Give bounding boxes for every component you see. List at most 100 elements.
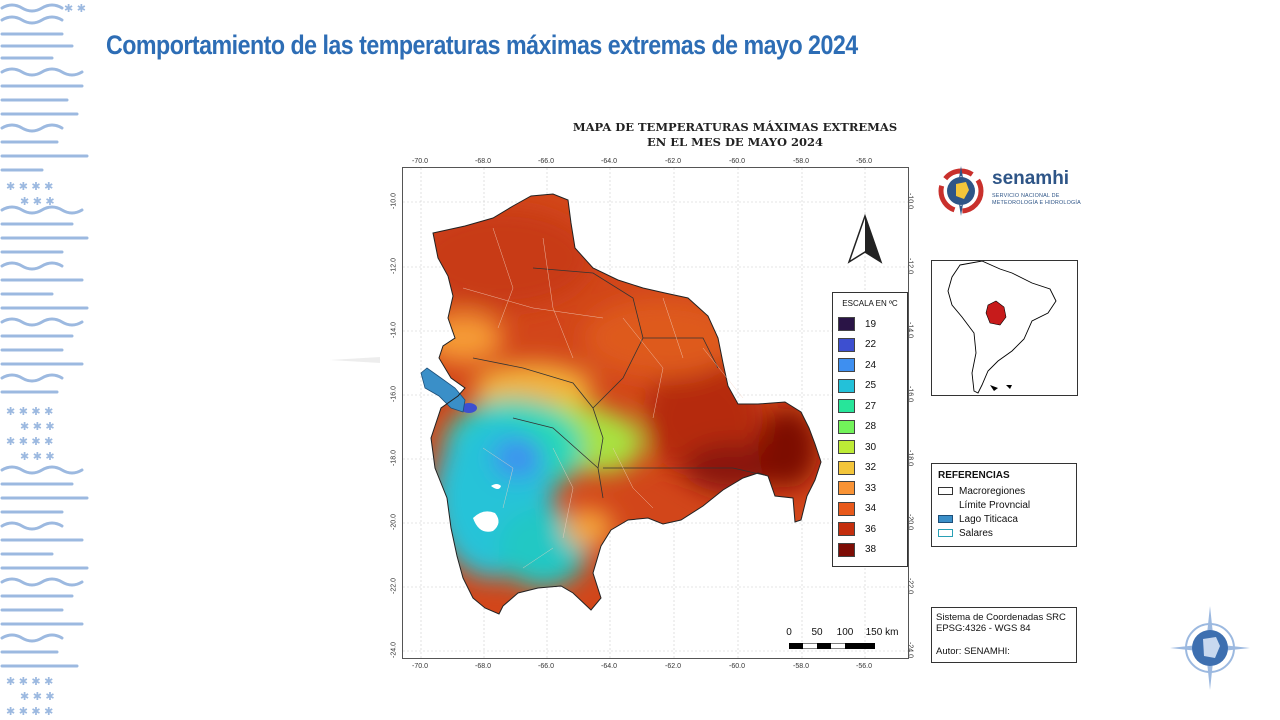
scale-label: 0 <box>786 627 792 638</box>
lon-tick-top: -58.0 <box>793 158 809 165</box>
lon-tick-bottom: -60.0 <box>729 663 745 670</box>
svg-text:✱ ✱ ✱: ✱ ✱ ✱ <box>20 450 55 463</box>
legend-item: 19 <box>833 314 907 335</box>
coordinate-system-box: Sistema de Coordenadas SRC EPSG:4326 - W… <box>931 607 1077 663</box>
lon-tick-bottom: -70.0 <box>412 663 428 670</box>
reference-item: Salares <box>932 526 1076 540</box>
temperature-map-canvas <box>403 168 908 658</box>
lat-tick-left: -16.0 <box>390 386 398 402</box>
map-title-line2: EN EL MES DE MAYO 2024 <box>647 135 823 149</box>
decorative-arrow <box>330 357 380 363</box>
lon-tick-bottom: -66.0 <box>538 663 554 670</box>
lon-tick-top: -62.0 <box>665 158 681 165</box>
map-title: MAPA DE TEMPERATURAS MÁXIMAS EXTREMAS EN… <box>540 120 930 150</box>
references-title: REFERENCIAS <box>938 470 1010 481</box>
reference-label: Límite Provncial <box>959 499 1031 511</box>
temperature-legend: ESCALA EN ºC 19 22 24 25 27 28 30 32 33 34 36 38 <box>832 292 908 567</box>
legend-label: 38 <box>865 544 877 556</box>
legend-item: 25 <box>833 376 907 397</box>
senamhi-logo: senamhi SERVICIO NACIONAL DE METEOROLOGÍ… <box>936 166 1086 222</box>
reference-item: Macroregiones <box>932 484 1076 498</box>
legend-swatch <box>838 522 855 537</box>
legend-label: 28 <box>865 421 877 433</box>
legend-item: 28 <box>833 417 907 438</box>
legend-swatch <box>838 358 855 373</box>
legend-item: 34 <box>833 499 907 520</box>
svg-text:✱ ✱ ✱ ✱: ✱ ✱ ✱ ✱ <box>6 675 53 688</box>
lon-tick-top: -66.0 <box>538 158 554 165</box>
svg-text:✱ ✱ ✱: ✱ ✱ ✱ <box>20 690 55 703</box>
svg-text:✱ ✱: ✱ ✱ <box>64 2 86 15</box>
legend-label: 32 <box>865 462 877 474</box>
legend-label: 30 <box>865 441 877 453</box>
legend-swatch <box>838 337 855 352</box>
legend-swatch <box>838 542 855 557</box>
svg-text:✱ ✱ ✱ ✱: ✱ ✱ ✱ ✱ <box>6 705 53 718</box>
svg-text:✱ ✱ ✱: ✱ ✱ ✱ <box>20 420 55 433</box>
legend-label: 22 <box>865 339 877 351</box>
lat-tick-left: -10.0 <box>390 193 398 209</box>
scale-bar-graphic <box>789 643 875 649</box>
reference-item: Límite Provncial <box>932 498 1076 512</box>
legend-label: 24 <box>865 359 877 371</box>
reference-swatch <box>938 487 953 495</box>
legend-swatch <box>838 378 855 393</box>
legend-label: 36 <box>865 523 877 535</box>
lat-tick-left: -14.0 <box>390 322 398 338</box>
logo-subtitle: SERVICIO NACIONAL DE <box>992 193 1060 199</box>
legend-swatch <box>838 501 855 516</box>
reference-swatch <box>938 501 953 509</box>
legend-swatch <box>838 481 855 496</box>
lon-tick-bottom: -56.0 <box>856 663 872 670</box>
legend-item: 38 <box>833 540 907 561</box>
north-arrow-icon <box>847 213 883 264</box>
legend-title: ESCALA EN ºC <box>842 299 898 308</box>
legend-item: 27 <box>833 396 907 417</box>
legend-label: 25 <box>865 380 877 392</box>
lon-tick-bottom: -58.0 <box>793 663 809 670</box>
compass-logo-icon <box>1170 606 1250 690</box>
lat-tick-left: -24.0 <box>390 642 398 658</box>
srs-line: EPSG:4326 - WGS 84 <box>936 623 1031 634</box>
lon-tick-top: -60.0 <box>729 158 745 165</box>
reference-label: Macroregiones <box>959 485 1026 497</box>
lake-titicaca <box>420 367 466 413</box>
provincial-lines <box>462 227 744 569</box>
legend-label: 33 <box>865 482 877 494</box>
srs-line: Sistema de Coordenadas SRC <box>936 612 1066 623</box>
scale-label: 100 <box>836 627 854 638</box>
svg-text:✱ ✱ ✱ ✱: ✱ ✱ ✱ ✱ <box>6 405 53 418</box>
lon-tick-bottom: -62.0 <box>665 663 681 670</box>
macroregion-lines <box>472 267 769 499</box>
legend-label: 34 <box>865 503 877 515</box>
decorative-pattern: ✱ ✱ ✱ ✱ ✱ ✱ ✱ ✱ ✱ ✱ ✱ ✱ ✱ ✱ ✱ ✱ ✱ ✱ ✱ ✱ … <box>0 2 89 718</box>
lon-tick-top: -56.0 <box>856 158 872 165</box>
slide-title: Comportamiento de las temperaturas máxim… <box>106 30 858 60</box>
lat-tick-left: -20.0 <box>390 514 398 530</box>
svg-text:✱ ✱ ✱ ✱: ✱ ✱ ✱ ✱ <box>6 435 53 448</box>
lon-tick-bottom: -68.0 <box>475 663 491 670</box>
scale-label: 150 km <box>865 627 899 638</box>
lon-tick-top: -64.0 <box>601 158 617 165</box>
legend-label: 27 <box>865 400 877 412</box>
svg-text:✱ ✱ ✱ ✱: ✱ ✱ ✱ ✱ <box>6 180 53 193</box>
reference-swatch <box>938 515 953 523</box>
legend-swatch <box>838 440 855 455</box>
legend-swatch <box>838 399 855 414</box>
scale-bar: 0 50 100 150 km <box>784 627 898 657</box>
country-outline <box>430 193 822 615</box>
legend-item: 32 <box>833 458 907 479</box>
temperature-map <box>402 167 909 659</box>
legend-item: 30 <box>833 437 907 458</box>
author-line: Autor: SENAMHI: <box>936 646 1010 657</box>
lon-tick-top: -70.0 <box>412 158 428 165</box>
lat-tick-left: -18.0 <box>390 450 398 466</box>
legend-item: 33 <box>833 478 907 499</box>
legend-swatch <box>838 419 855 434</box>
logo-subtitle: METEOROLOGÍA E HIDROLOGÍA <box>992 200 1081 206</box>
legend-item: 36 <box>833 519 907 540</box>
reference-label: Lago Titicaca <box>959 513 1018 525</box>
logo-name: senamhi <box>992 168 1070 189</box>
legend-item: 22 <box>833 335 907 356</box>
location-inset-map <box>931 260 1078 396</box>
